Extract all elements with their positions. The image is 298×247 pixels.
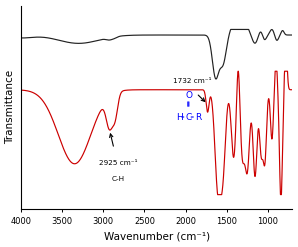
X-axis label: Wavenumber (cm⁻¹): Wavenumber (cm⁻¹)	[104, 231, 210, 242]
Text: C: C	[186, 112, 192, 122]
Text: R: R	[195, 112, 202, 122]
Text: C-H: C-H	[111, 176, 125, 182]
Text: O: O	[185, 91, 192, 100]
Text: 1732 cm⁻¹: 1732 cm⁻¹	[173, 78, 211, 84]
Text: 2925 cm⁻¹: 2925 cm⁻¹	[99, 160, 137, 166]
Y-axis label: Transmittance: Transmittance	[6, 70, 15, 144]
Text: H: H	[176, 112, 183, 122]
